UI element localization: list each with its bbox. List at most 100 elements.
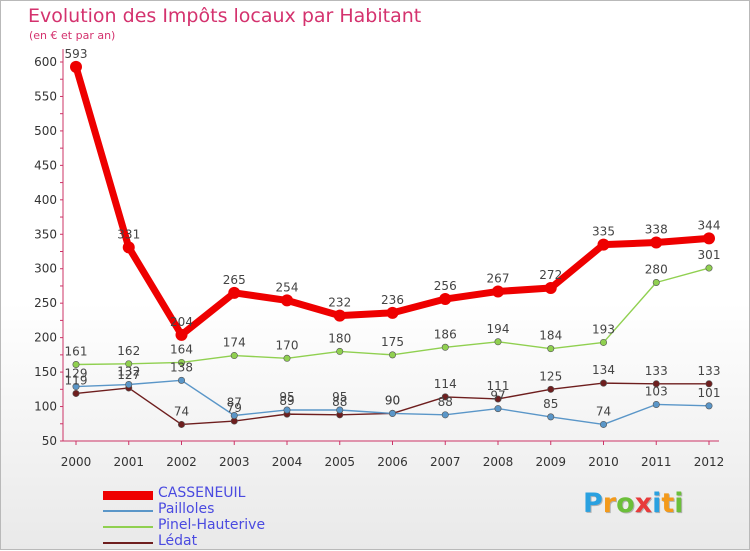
data-label: 272 — [539, 268, 562, 282]
data-label: 133 — [698, 364, 721, 378]
data-label: 280 — [645, 263, 668, 277]
data-point — [72, 361, 80, 369]
data-label: 88 — [438, 395, 453, 409]
x-tick-label: 2002 — [166, 455, 197, 469]
data-point — [70, 60, 82, 73]
logo-letter: P — [583, 488, 603, 519]
logo-letter: i — [674, 488, 684, 519]
data-label: 129 — [65, 367, 88, 381]
legend-swatch — [103, 510, 153, 512]
y-tick-label: 350 — [34, 227, 57, 241]
data-point — [547, 385, 555, 393]
data-point — [178, 420, 186, 428]
chart-subtitle: (en € et par an) — [29, 29, 116, 42]
data-point — [441, 393, 449, 401]
data-point — [388, 409, 396, 417]
legend-label: Lédat — [158, 533, 198, 549]
data-label: 267 — [487, 271, 510, 285]
data-label: 114 — [434, 377, 457, 391]
data-label: 338 — [645, 223, 668, 237]
data-point — [597, 238, 610, 251]
data-label: 95 — [332, 390, 347, 404]
data-point — [492, 285, 504, 298]
data-point — [705, 402, 713, 410]
data-label: 184 — [539, 329, 562, 343]
data-label: 254 — [276, 280, 299, 294]
data-point — [125, 380, 133, 388]
data-point — [178, 376, 186, 384]
legend-label: Pinel-Hauterive — [158, 517, 266, 533]
y-tick-label: 300 — [34, 262, 57, 276]
data-point — [336, 347, 344, 355]
data-point — [386, 306, 399, 319]
data-point — [544, 282, 557, 295]
data-point — [494, 395, 502, 403]
data-label: 111 — [487, 379, 510, 393]
data-label: 95 — [279, 390, 294, 404]
data-point — [652, 279, 660, 287]
data-label: 170 — [276, 338, 299, 352]
data-label: 174 — [223, 336, 246, 350]
data-label: 90 — [385, 393, 400, 407]
data-label: 164 — [170, 342, 193, 356]
data-label: 204 — [170, 315, 193, 329]
data-label: 90 — [385, 393, 400, 407]
logo-letter: i — [652, 488, 662, 519]
data-point — [178, 358, 186, 366]
data-label: 331 — [117, 227, 140, 241]
legend-swatch — [103, 542, 153, 544]
data-label: 236 — [381, 293, 404, 307]
data-point — [494, 405, 502, 413]
legend-label: CASSENEUIL — [158, 485, 246, 501]
logo-letter: r — [602, 488, 617, 519]
x-tick-label: 2000 — [61, 455, 92, 469]
data-label: 101 — [698, 386, 721, 400]
data-label: 180 — [328, 331, 351, 345]
y-tick-label: 450 — [34, 158, 57, 172]
data-point — [547, 345, 555, 353]
data-label: 133 — [645, 364, 668, 378]
logo-letter: x — [634, 488, 653, 519]
y-tick-label: 250 — [34, 296, 57, 310]
data-label: 344 — [698, 218, 721, 232]
legend-label: Pailloles — [158, 501, 215, 517]
y-tick-label: 150 — [34, 365, 57, 379]
logo-letter: t — [661, 488, 675, 519]
data-point — [333, 309, 346, 322]
data-label: 74 — [174, 404, 189, 418]
data-point — [281, 294, 293, 307]
x-tick-label: 2011 — [641, 455, 672, 469]
data-label: 138 — [170, 360, 193, 374]
x-tick-label: 2003 — [219, 455, 250, 469]
data-point — [547, 413, 555, 421]
y-tick-label: 500 — [34, 124, 57, 138]
x-tick-label: 2006 — [377, 455, 408, 469]
data-point — [228, 286, 241, 299]
data-label: 593 — [65, 47, 88, 61]
data-point — [705, 264, 713, 272]
y-tick-label: 600 — [34, 55, 57, 69]
data-label: 301 — [698, 248, 721, 262]
x-tick-label: 2001 — [113, 455, 144, 469]
data-label: 175 — [381, 335, 404, 349]
data-label: 85 — [543, 397, 558, 411]
data-label: 87 — [227, 396, 242, 410]
proxiti-logo: Proxiti — [583, 488, 684, 519]
y-tick-label: 200 — [34, 331, 57, 345]
data-label: 256 — [434, 279, 457, 293]
data-label: 186 — [434, 327, 457, 341]
data-point — [122, 241, 135, 254]
data-label: 127 — [117, 368, 140, 382]
x-tick-label: 2007 — [430, 455, 461, 469]
data-label: 232 — [328, 296, 351, 310]
data-point — [283, 406, 291, 414]
data-label: 162 — [117, 344, 140, 358]
x-tick-label: 2005 — [324, 455, 355, 469]
x-tick-label: 2009 — [535, 455, 566, 469]
data-label: 193 — [592, 322, 615, 336]
data-point — [175, 328, 188, 341]
data-label: 125 — [539, 369, 562, 383]
data-point — [705, 380, 713, 388]
data-point — [599, 379, 607, 387]
